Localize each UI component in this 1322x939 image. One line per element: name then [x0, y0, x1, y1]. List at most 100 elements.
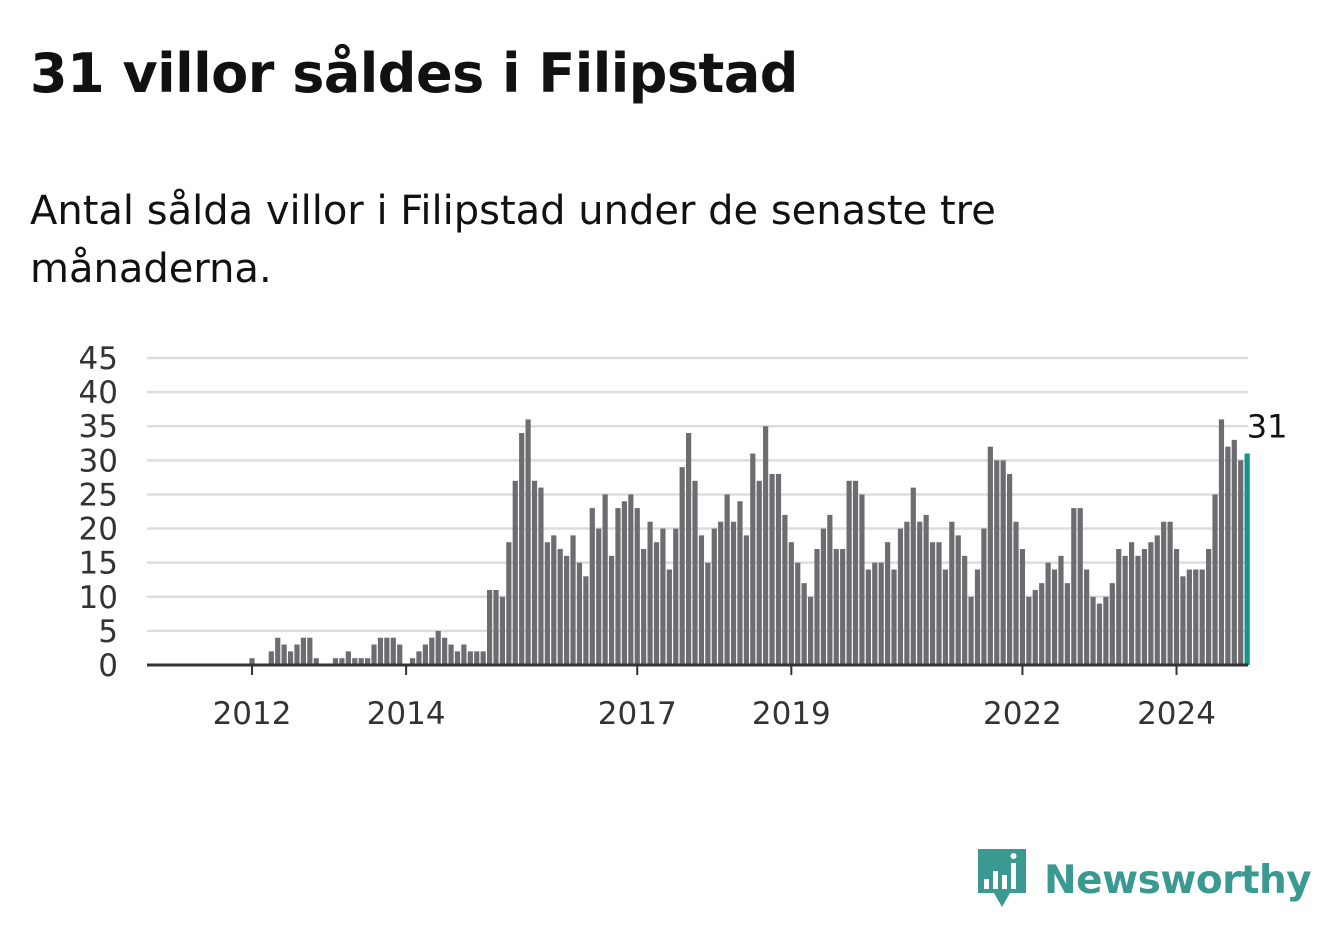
chart-subtitle: Antal sålda villor i Filipstad under de … — [30, 188, 996, 292]
bar — [422, 644, 428, 665]
bar — [1128, 542, 1135, 665]
bar — [820, 528, 827, 665]
bar — [454, 651, 461, 665]
bar — [647, 521, 653, 665]
bar — [461, 644, 467, 665]
x-axis — [147, 663, 1248, 675]
bar — [442, 637, 448, 665]
bar — [1135, 555, 1141, 665]
bar — [358, 658, 364, 665]
bar — [608, 555, 615, 665]
bar — [987, 446, 993, 665]
bar — [538, 487, 544, 665]
bar — [1026, 596, 1032, 665]
bar — [917, 521, 923, 665]
bar — [371, 644, 377, 665]
bar — [1084, 569, 1090, 665]
bar — [718, 521, 724, 665]
brand-name: Newsworthy — [1044, 857, 1312, 903]
y-tick-label: 10 — [79, 580, 118, 616]
bar — [1103, 596, 1109, 665]
bar — [307, 637, 313, 665]
bar — [852, 480, 859, 665]
bar — [949, 521, 955, 665]
bar — [840, 549, 846, 665]
bar — [1051, 569, 1058, 665]
x-axis-labels: 2012 2014 2017 2019 2022 2024 — [213, 696, 1216, 732]
bar — [666, 569, 672, 665]
bar — [801, 583, 807, 665]
chart-title: 31 villor såldes i Filipstad — [30, 42, 798, 105]
bar — [724, 494, 730, 665]
bar — [743, 535, 749, 665]
bar — [1180, 576, 1186, 665]
bar — [968, 596, 974, 665]
bar — [705, 562, 711, 665]
bar — [1167, 521, 1173, 665]
x-tick-label: 2017 — [598, 696, 677, 732]
bar — [634, 508, 640, 665]
bar — [673, 528, 679, 665]
bar — [1109, 583, 1115, 665]
bar — [923, 514, 929, 665]
bar — [782, 514, 788, 665]
bar — [904, 521, 910, 665]
bar — [807, 596, 814, 665]
bar — [551, 535, 557, 665]
bar — [660, 528, 666, 665]
y-tick-label: 35 — [79, 409, 118, 445]
bar — [750, 453, 756, 665]
bar — [339, 658, 345, 665]
bar — [698, 535, 705, 665]
bar — [878, 562, 884, 665]
y-tick-label: 25 — [79, 477, 118, 513]
newsworthy-logo: Newsworthy — [978, 848, 1312, 912]
bar — [1032, 589, 1038, 665]
bar — [275, 637, 281, 665]
bar — [377, 637, 384, 665]
bar — [249, 658, 255, 665]
bar — [365, 658, 371, 665]
bar — [531, 480, 538, 665]
bars — [249, 419, 1250, 665]
bar — [583, 576, 589, 665]
bar — [679, 467, 685, 665]
x-tick-label: 2014 — [367, 696, 446, 732]
bar — [897, 528, 904, 665]
bar — [1154, 535, 1160, 665]
bar — [1045, 562, 1051, 665]
bar — [730, 521, 737, 665]
bar — [962, 555, 968, 665]
bar — [435, 630, 441, 665]
bar — [300, 637, 306, 665]
bar — [628, 494, 634, 665]
y-tick-label: 30 — [79, 443, 118, 479]
bar — [544, 542, 550, 665]
bar — [1090, 596, 1096, 665]
bar — [615, 508, 621, 665]
bar — [981, 528, 987, 665]
bar — [936, 542, 942, 665]
bar — [942, 569, 948, 665]
bar — [775, 473, 782, 665]
bar — [486, 589, 493, 665]
y-tick-label: 40 — [79, 375, 118, 411]
bar — [390, 637, 396, 665]
bar — [641, 549, 647, 665]
bar — [814, 549, 820, 665]
bar — [557, 549, 563, 665]
bar — [1193, 569, 1199, 665]
bar — [602, 494, 608, 665]
y-tick-label: 0 — [98, 648, 118, 684]
bar — [711, 528, 717, 665]
y-tick-label: 5 — [98, 614, 118, 650]
bar — [1071, 508, 1077, 665]
bar — [1199, 569, 1205, 665]
bar — [763, 426, 769, 665]
bar — [1122, 555, 1128, 665]
bar — [1013, 521, 1019, 665]
bar — [287, 651, 294, 665]
bar — [416, 651, 422, 665]
